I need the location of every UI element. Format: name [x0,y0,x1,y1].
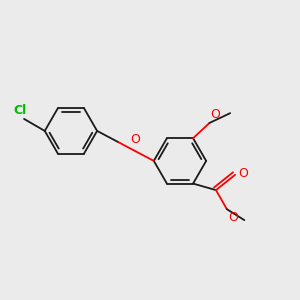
Text: O: O [211,108,220,121]
Text: O: O [228,212,238,224]
Text: O: O [131,133,141,146]
Text: O: O [238,167,248,180]
Text: Cl: Cl [13,104,26,117]
